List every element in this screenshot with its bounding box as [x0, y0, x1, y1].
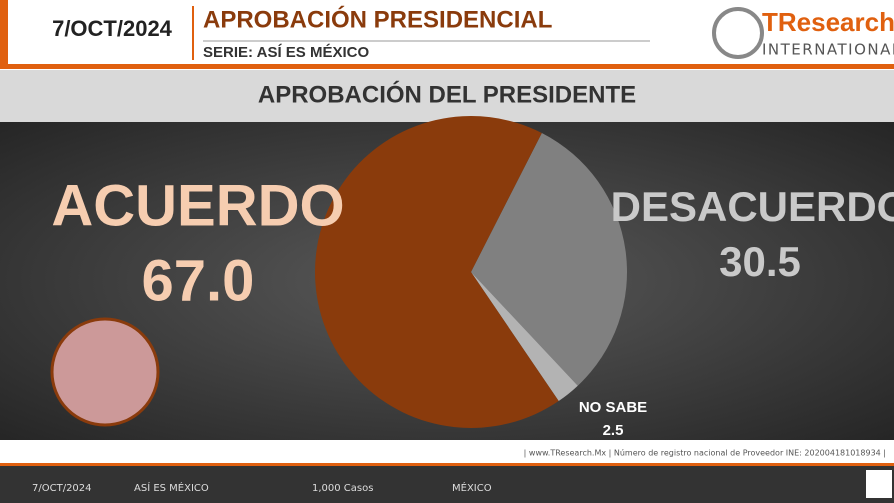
header-date: 7/OCT/2024: [52, 16, 173, 41]
pie-slice: [471, 133, 627, 386]
pie: [315, 116, 627, 428]
portrait: [50, 317, 160, 427]
source: | www.TResearch.Mx | Número de registro …: [524, 449, 886, 458]
logo-text: TResearch: [762, 7, 894, 37]
footer-date: 7/OCT/2024: [32, 483, 92, 494]
qr: [866, 470, 892, 498]
footer-place: MÉXICO: [452, 481, 492, 494]
logo-mark: [712, 7, 764, 59]
value-label: 67.0: [142, 248, 255, 313]
value-label: 2.5: [603, 422, 624, 439]
pie-slice: [315, 116, 559, 428]
chart-title: APROBACIÓN DEL PRESIDENTE: [258, 80, 636, 108]
footer-bar: [0, 463, 894, 503]
header-title: APROBACIÓN PRESIDENCIAL: [203, 5, 552, 33]
divider: [192, 6, 194, 60]
value-label: 30.5: [719, 238, 801, 285]
header-series: SERIE: ASÍ ES MÉXICO: [203, 44, 369, 61]
category-label: DESACUERDO: [611, 183, 894, 230]
category-label: ACUERDO: [51, 173, 344, 238]
footer-rule: [0, 463, 894, 466]
category-label: NO SABE: [579, 399, 647, 416]
source-band: [0, 440, 894, 464]
footer-series: ASÍ ES MÉXICO: [134, 481, 209, 494]
accent: [0, 0, 8, 66]
logo-sub: INTERNATIONAL: [762, 41, 894, 59]
header-rule: [0, 64, 894, 69]
title-band: [0, 70, 894, 122]
pie-slice: [471, 272, 578, 402]
footer-cases: 1,000 Casos: [312, 483, 373, 494]
